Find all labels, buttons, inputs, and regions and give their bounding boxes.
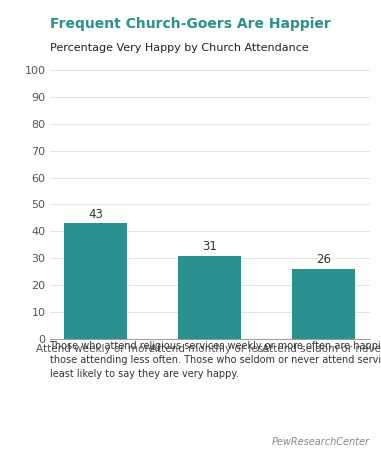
Text: PewResearchCenter: PewResearchCenter [272,437,370,447]
Text: 43: 43 [88,207,103,221]
Text: 31: 31 [202,240,217,253]
Bar [178,255,241,339]
Text: Percentage Very Happy by Church Attendance: Percentage Very Happy by Church Attendan… [50,43,308,53]
Text: 26: 26 [316,253,331,266]
Text: Frequent Church-Goers Are Happier: Frequent Church-Goers Are Happier [50,17,330,30]
Bar [292,269,355,339]
Bar [64,223,127,339]
Text: Those who attend religious services weekly or more often are happier than are
th: Those who attend religious services week… [50,341,381,379]
